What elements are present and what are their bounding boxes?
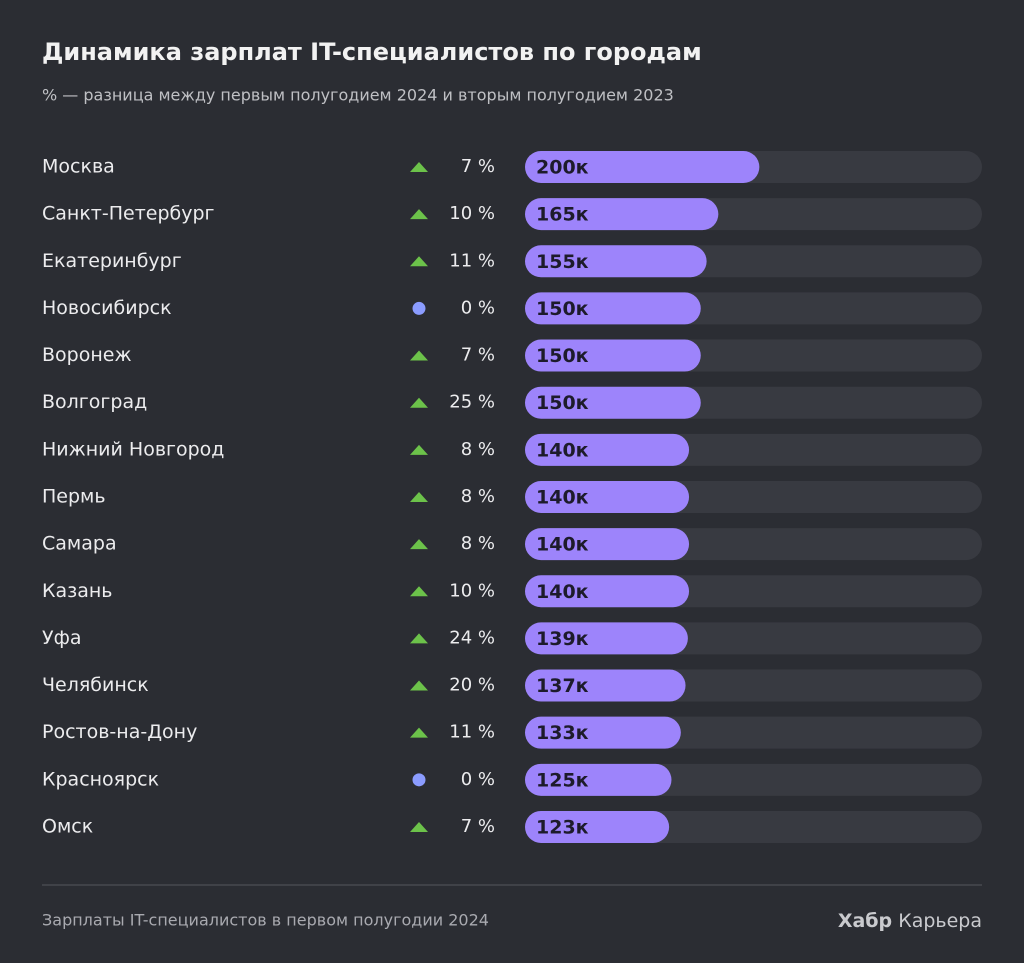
change-label: 8 % [461,439,495,460]
bar [525,198,719,231]
value-label: 200к [536,157,589,179]
category-label: Ростов-на-Дону [42,721,197,743]
change-label: 25 % [449,392,495,413]
bar [525,292,701,325]
change-marker [412,773,426,787]
change-marker [410,633,428,644]
source-note: Зарплаты IT-специалистов в первом полуго… [42,911,489,930]
value-label: 137к [536,675,589,697]
change-label: 11 % [449,250,495,271]
brand-name: Хабр [838,910,892,932]
bar [525,339,701,372]
change-marker [410,821,428,832]
bar [525,480,690,513]
value-label: 155к [536,251,589,273]
bar [525,575,690,608]
category-label: Екатеринбург [42,250,182,272]
category-label: Уфа [42,627,81,649]
category-label: Самара [42,533,117,555]
bar [525,622,688,655]
change-label: 7 % [461,345,495,366]
change-marker [412,301,426,315]
change-label: 10 % [449,580,495,601]
value-label: 165к [536,204,589,226]
category-label: Нижний Новгород [42,438,224,460]
change-marker [410,397,428,408]
category-label: Санкт-Петербург [42,203,215,225]
category-label: Москва [42,156,115,178]
value-label: 140к [536,486,589,508]
change-marker [410,727,428,738]
bar [525,433,690,466]
value-label: 133к [536,722,589,744]
category-label: Волгоград [42,391,147,413]
bar [525,763,672,796]
category-label: Пермь [42,485,106,507]
change-label: 7 % [461,156,495,177]
change-label: 0 % [461,769,495,790]
change-marker [410,539,428,550]
value-label: 150к [536,345,589,367]
value-label: 150к [536,392,589,414]
change-label: 20 % [449,675,495,696]
bar [525,528,690,561]
category-label: Красноярск [42,768,159,790]
bar [525,716,681,749]
value-label: 140к [536,439,589,461]
value-label: 125к [536,769,589,791]
change-marker [410,162,428,172]
category-label: Новосибирск [42,297,172,319]
value-label: 123к [536,816,589,838]
bar [525,810,670,843]
change-label: 7 % [461,816,495,837]
chart-title: Динамика зарплат IT-специалистов по горо… [42,38,702,66]
value-label: 140к [536,581,589,603]
change-label: 8 % [461,486,495,507]
change-label: 8 % [461,533,495,554]
chart-subtitle: % — разница между первым полугодием 2024… [42,86,674,105]
change-marker [410,680,428,691]
bar [525,151,760,183]
change-marker [410,256,428,267]
value-label: 140к [536,534,589,556]
change-marker [410,209,428,220]
change-marker [410,586,428,597]
brand-suffix: Карьера [898,910,982,932]
value-label: 139к [536,628,589,650]
change-marker [410,444,428,455]
category-label: Воронеж [42,344,132,366]
change-marker [410,350,428,361]
change-label: 10 % [449,203,495,224]
bar [525,386,701,419]
category-label: Казань [42,580,113,602]
bar [525,245,707,278]
change-marker [410,491,428,502]
brand: Хабр Карьера [838,910,982,932]
change-label: 24 % [449,627,495,648]
category-label: Омск [42,815,93,837]
change-label: 11 % [449,722,495,743]
category-label: Челябинск [42,674,149,696]
change-label: 0 % [461,297,495,318]
value-label: 150к [536,298,589,320]
bar [525,669,686,702]
